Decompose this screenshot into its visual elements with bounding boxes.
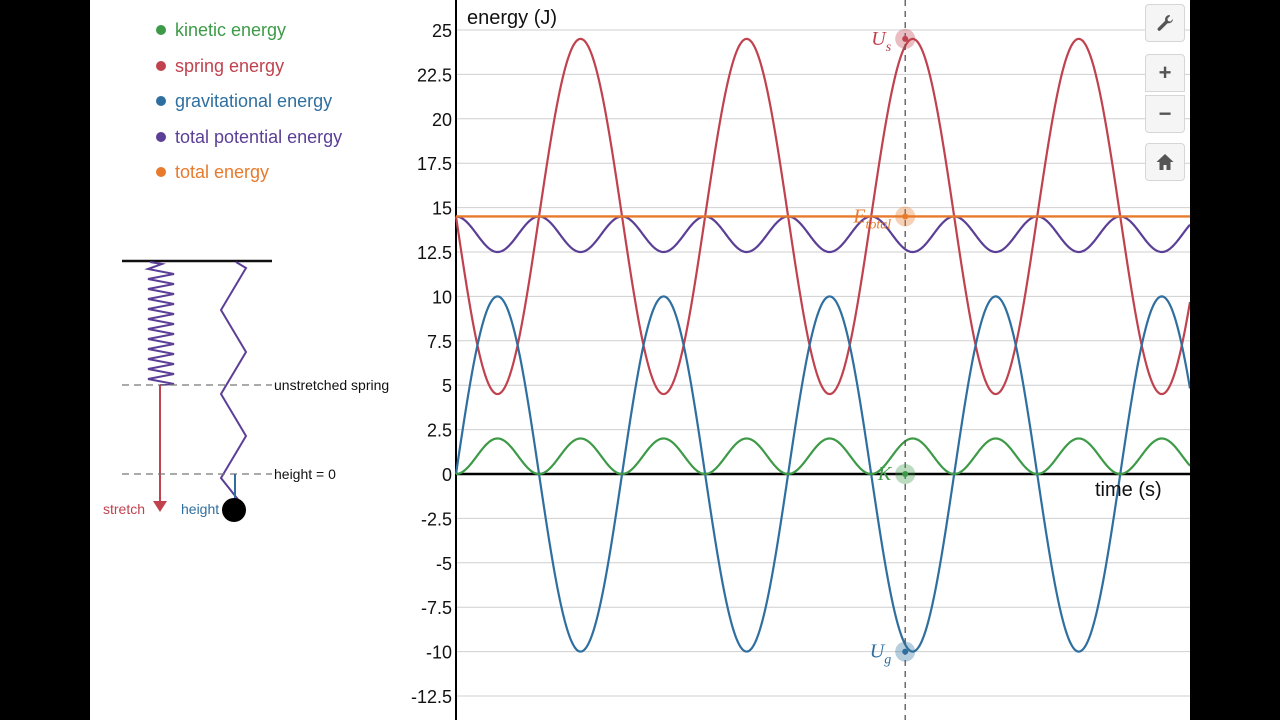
height-zero-label: height = 0: [274, 466, 336, 482]
y-tick-label: -5: [436, 554, 452, 574]
legend-gravitational-label: gravitational energy: [175, 91, 333, 112]
home-icon: [1156, 154, 1174, 170]
zoom-out-button[interactable]: −: [1145, 95, 1185, 133]
stretch-arrow-head: [153, 501, 167, 512]
legend-kinetic: kinetic energy: [156, 16, 342, 52]
y-tick-label: 15: [432, 199, 452, 219]
zoom-in-icon: +: [1158, 60, 1172, 85]
marker-dot: [902, 648, 909, 655]
zoom-out-icon: −: [1158, 101, 1172, 126]
legend-total-potential: total potential energy: [156, 123, 342, 159]
grid-lines: [455, 0, 1190, 720]
series-total-potential-energy: [455, 215, 1190, 254]
y-tick-label: 10: [432, 287, 452, 307]
series-gravitational-energy: [454, 295, 1190, 653]
y-tick-labels: 25 22.5 20 17.5 15 12.5 10 7.5 5 2.5 0 -2.5 -5 -7.5 -1…: [411, 21, 452, 707]
legend: kinetic energy spring energy gravitation…: [156, 16, 342, 194]
y-tick-label: -12.5: [411, 687, 452, 707]
wrench-icon: [1157, 15, 1173, 31]
y-tick-label: 22.5: [417, 65, 452, 85]
y-tick-label: 25: [432, 21, 452, 41]
graph-settings-button[interactable]: [1145, 4, 1185, 42]
legend-gravitational-dot: [156, 96, 166, 107]
marker-dot: [902, 35, 909, 42]
stretched-spring: [219, 261, 248, 511]
y-tick-label: 17.5: [417, 154, 452, 174]
legend-kinetic-label: kinetic energy: [175, 20, 287, 40]
y-tick-label: 5: [442, 376, 452, 396]
energy-curves: [454, 37, 1190, 653]
legend-total-energy-label: total energy: [175, 162, 270, 183]
marker-label: Etotal: [852, 205, 891, 232]
series-kinetic-energy: [455, 437, 1190, 476]
y-tick-label: -7.5: [421, 598, 452, 618]
legend-total-energy: total energy: [156, 158, 342, 194]
height-label: height: [181, 501, 219, 517]
y-tick-label: -2.5: [421, 509, 452, 529]
zoom-in-button[interactable]: +: [1145, 54, 1185, 92]
marker-label: Us: [871, 28, 891, 55]
y-tick-label: 0: [442, 465, 452, 485]
legend-gravitational: gravitational energy: [156, 87, 342, 123]
spring-diagram: unstretched spring stretch height = 0 he…: [103, 259, 389, 522]
y-axis-label: energy (J): [467, 7, 557, 29]
energy-graph[interactable]: 25 22.5 20 17.5 15 12.5 10 7.5 5 2.5 0 -2.5 -5 -7.5 -1…: [406, 0, 1190, 720]
y-tick-label: 7.5: [427, 332, 452, 352]
app-canvas: kinetic energy spring energy gravitation…: [90, 0, 1190, 720]
series-spring-energy: [454, 37, 1190, 396]
legend-spring-dot: [156, 60, 166, 71]
compressed-spring: [144, 261, 175, 386]
time-marker[interactable]: Us Etotal K Ug: [852, 0, 916, 720]
legend-total-energy-dot: [156, 167, 166, 178]
legend-total-potential-label: total potential energy: [175, 126, 343, 147]
marker-dot: [902, 471, 909, 477]
marker-label: Ug: [870, 641, 891, 668]
unstretched-label: unstretched spring: [274, 377, 389, 393]
legend-spring: spring energy: [156, 52, 342, 88]
x-axis-label: time (s): [1095, 479, 1162, 501]
legend-kinetic-dot: [156, 25, 166, 35]
y-tick-label: 2.5: [427, 421, 452, 441]
legend-spring-label: spring energy: [175, 55, 285, 76]
stretch-label: stretch: [103, 501, 145, 517]
marker-label: K: [877, 463, 893, 485]
marker-dot: [902, 213, 909, 220]
legend-total-potential-dot: [156, 131, 166, 142]
y-tick-label: -10: [426, 643, 452, 663]
y-tick-label: 20: [432, 110, 452, 130]
default-viewport-button[interactable]: [1145, 143, 1185, 181]
y-tick-label: 12.5: [417, 243, 452, 263]
mass-ball: [222, 498, 246, 522]
